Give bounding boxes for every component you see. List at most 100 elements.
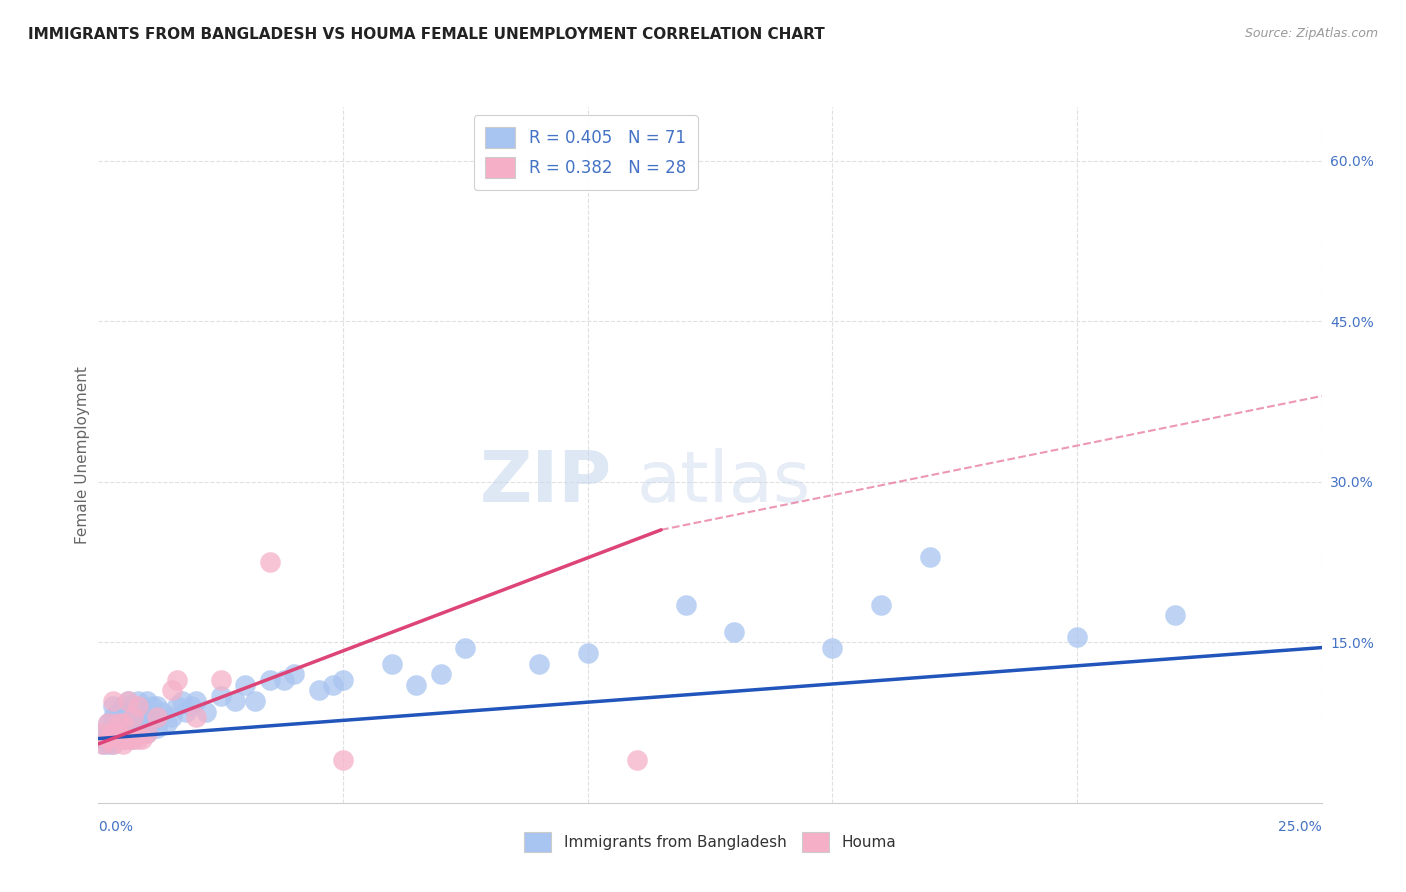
Point xyxy=(101,726,124,740)
Point xyxy=(675,598,697,612)
Point xyxy=(107,726,129,740)
Point xyxy=(97,731,120,746)
Point xyxy=(97,737,120,751)
Point xyxy=(136,726,159,740)
Point xyxy=(176,705,198,719)
Point xyxy=(91,726,114,740)
Point xyxy=(160,683,183,698)
Point xyxy=(117,710,139,724)
Point xyxy=(332,753,354,767)
Point xyxy=(117,726,139,740)
Point xyxy=(259,555,281,569)
Point xyxy=(107,715,129,730)
Point xyxy=(101,694,124,708)
Point xyxy=(127,731,149,746)
Point xyxy=(273,673,295,687)
Point xyxy=(117,721,139,735)
Point xyxy=(97,715,120,730)
Point xyxy=(209,689,232,703)
Point xyxy=(186,694,208,708)
Point xyxy=(127,726,149,740)
Point xyxy=(91,737,114,751)
Point xyxy=(117,731,139,746)
Point xyxy=(127,710,149,724)
Point xyxy=(111,715,134,730)
Point xyxy=(626,753,648,767)
Point xyxy=(136,694,159,708)
Text: atlas: atlas xyxy=(637,449,811,517)
Point xyxy=(150,705,173,719)
Point xyxy=(97,726,120,740)
Point xyxy=(430,667,453,681)
Text: 25.0%: 25.0% xyxy=(1278,821,1322,834)
Point xyxy=(111,731,134,746)
Point xyxy=(91,737,114,751)
Point xyxy=(170,694,193,708)
Point xyxy=(101,737,124,751)
Point xyxy=(1066,630,1088,644)
Point xyxy=(121,715,143,730)
Point xyxy=(180,699,202,714)
Point xyxy=(121,731,143,746)
Legend: Immigrants from Bangladesh, Houma: Immigrants from Bangladesh, Houma xyxy=(517,826,903,858)
Point xyxy=(91,731,114,746)
Point xyxy=(101,710,124,724)
Point xyxy=(97,731,120,746)
Point xyxy=(131,721,153,735)
Point xyxy=(186,710,208,724)
Point xyxy=(136,710,159,724)
Point xyxy=(166,699,188,714)
Point xyxy=(156,715,179,730)
Point xyxy=(332,673,354,687)
Point xyxy=(136,726,159,740)
Point xyxy=(308,683,330,698)
Point xyxy=(131,705,153,719)
Point xyxy=(141,699,163,714)
Text: 0.0%: 0.0% xyxy=(98,821,134,834)
Point xyxy=(117,694,139,708)
Y-axis label: Female Unemployment: Female Unemployment xyxy=(75,366,90,544)
Point xyxy=(117,694,139,708)
Text: IMMIGRANTS FROM BANGLADESH VS HOUMA FEMALE UNEMPLOYMENT CORRELATION CHART: IMMIGRANTS FROM BANGLADESH VS HOUMA FEMA… xyxy=(28,27,825,42)
Point xyxy=(111,726,134,740)
Point xyxy=(195,705,218,719)
Point xyxy=(101,699,124,714)
Point xyxy=(127,699,149,714)
Point xyxy=(107,726,129,740)
Point xyxy=(131,731,153,746)
Point xyxy=(121,731,143,746)
Point xyxy=(381,657,404,671)
Point xyxy=(454,640,477,655)
Point xyxy=(107,705,129,719)
Point xyxy=(233,678,256,692)
Point xyxy=(821,640,844,655)
Point xyxy=(920,549,942,564)
Point xyxy=(527,657,550,671)
Point xyxy=(121,710,143,724)
Point xyxy=(160,710,183,724)
Point xyxy=(91,726,114,740)
Point xyxy=(97,715,120,730)
Text: ZIP: ZIP xyxy=(479,449,612,517)
Point xyxy=(107,731,129,746)
Point xyxy=(107,715,129,730)
Point xyxy=(870,598,893,612)
Point xyxy=(146,710,169,724)
Point xyxy=(322,678,344,692)
Point xyxy=(146,699,169,714)
Point xyxy=(576,646,599,660)
Point xyxy=(111,731,134,746)
Point xyxy=(111,715,134,730)
Point xyxy=(141,715,163,730)
Point xyxy=(259,673,281,687)
Point xyxy=(166,673,188,687)
Point xyxy=(209,673,232,687)
Point xyxy=(224,694,246,708)
Point xyxy=(121,699,143,714)
Point xyxy=(405,678,427,692)
Point xyxy=(101,721,124,735)
Point xyxy=(1164,608,1187,623)
Point xyxy=(101,731,124,746)
Point xyxy=(111,699,134,714)
Text: Source: ZipAtlas.com: Source: ZipAtlas.com xyxy=(1244,27,1378,40)
